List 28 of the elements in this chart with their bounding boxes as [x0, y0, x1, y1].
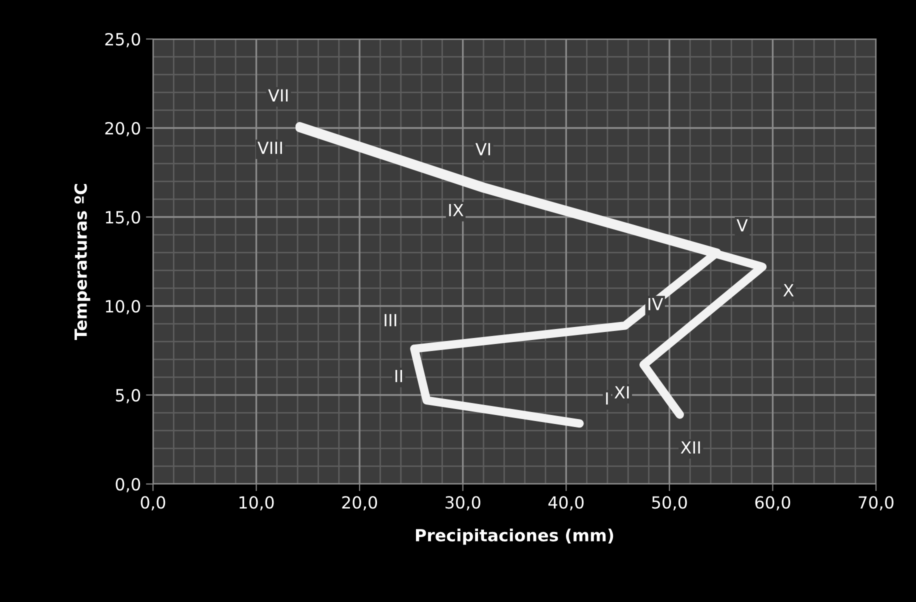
data-label: V: [736, 219, 748, 232]
y-axis-title: Temperaturas ºC: [74, 184, 90, 340]
data-label: IV: [648, 298, 664, 310]
x-tick-label: 30,0: [446, 496, 480, 510]
data-label: I: [606, 392, 608, 405]
data-label: XI: [614, 386, 629, 398]
x-tick-label: 70,0: [858, 496, 894, 510]
y-tick-label: 5,0: [116, 388, 140, 404]
y-tick-label: 20,0: [105, 122, 140, 136]
data-label: III: [384, 314, 396, 326]
data-label: VIII: [258, 142, 282, 154]
y-tick-label: 10,0: [106, 300, 140, 314]
data-label: II: [395, 370, 402, 382]
y-tick-label: 0,0: [116, 478, 140, 492]
data-label: VI: [475, 143, 490, 156]
x-tick-label: 10,0: [240, 496, 274, 510]
y-tick-label: 25,0: [105, 32, 140, 48]
x-tick-label: 50,0: [652, 496, 687, 510]
x-tick-label: 60,0: [755, 496, 790, 510]
data-label: X: [783, 284, 794, 296]
data-label: XII: [680, 441, 700, 454]
data-label: VII: [268, 89, 288, 102]
x-tick-label: 40,0: [548, 496, 584, 510]
x-axis-title: Precipitaciones (mm): [416, 528, 614, 545]
data-label: IX: [449, 204, 464, 216]
x-tick-label: 0,0: [140, 496, 166, 510]
x-tick-label: 20,0: [342, 496, 378, 510]
y-tick-label: 15,0: [106, 210, 140, 226]
